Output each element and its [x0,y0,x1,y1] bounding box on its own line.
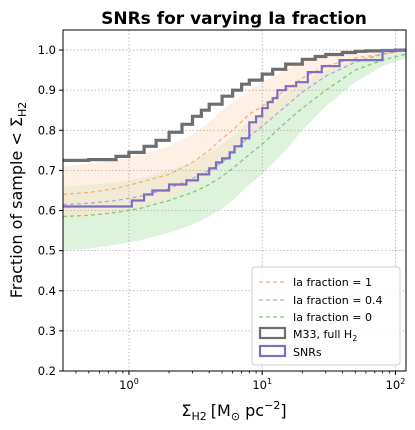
plot-frame [62,29,407,372]
y-tick-label: 0.9 [38,83,56,97]
x-axis-label: ΣH2 [M⊙ pc−2] [181,399,286,423]
legend-label-ia0: Ia fraction = 0 [293,311,372,324]
y-tick-label: 1.0 [38,43,56,57]
legend-label-m33: M33, full H2 [293,328,357,343]
legend-label-ia04: Ia fraction = 0.4 [293,294,382,307]
band-ia-fraction-1 [63,50,406,219]
legend-label-ia1: Ia fraction = 1 [293,276,372,289]
y-tick-label: 0.6 [38,204,56,218]
line-ia-fraction-1 [63,49,406,196]
y-tick-label: 0.5 [38,244,56,258]
y-tick-label: 0.7 [38,163,56,177]
legend-box [251,266,401,366]
y-tick-label: 0.8 [38,123,56,137]
legend-swatch-m33 [258,326,287,340]
x-tick-label: 102 [386,377,406,392]
chart-title: SNRs for varying Ia fraction [101,9,367,29]
y-tick-label: 0.3 [38,324,56,338]
legend-label-snrs: SNRs [293,346,322,359]
y-tick-label: 0.2 [38,364,56,378]
line-snrs [63,49,406,208]
legend: Ia fraction = 1 Ia fraction = 0.4 Ia fra… [251,266,401,366]
x-tick-label: 101 [252,377,272,392]
series-layer [63,48,406,218]
x-tick-label: 100 [119,377,139,392]
line-m33-full-h2 [63,48,406,162]
axis-ticks: 0.2 0.3 0.4 0.5 0.6 0.7 0.8 0.9 1.0 100 101 102 [38,43,406,392]
y-axis-label: Fraction of sample < ΣH2 [7,102,29,299]
y-tick-label: 0.4 [38,284,56,298]
legend-swatch-snrs [258,344,287,358]
